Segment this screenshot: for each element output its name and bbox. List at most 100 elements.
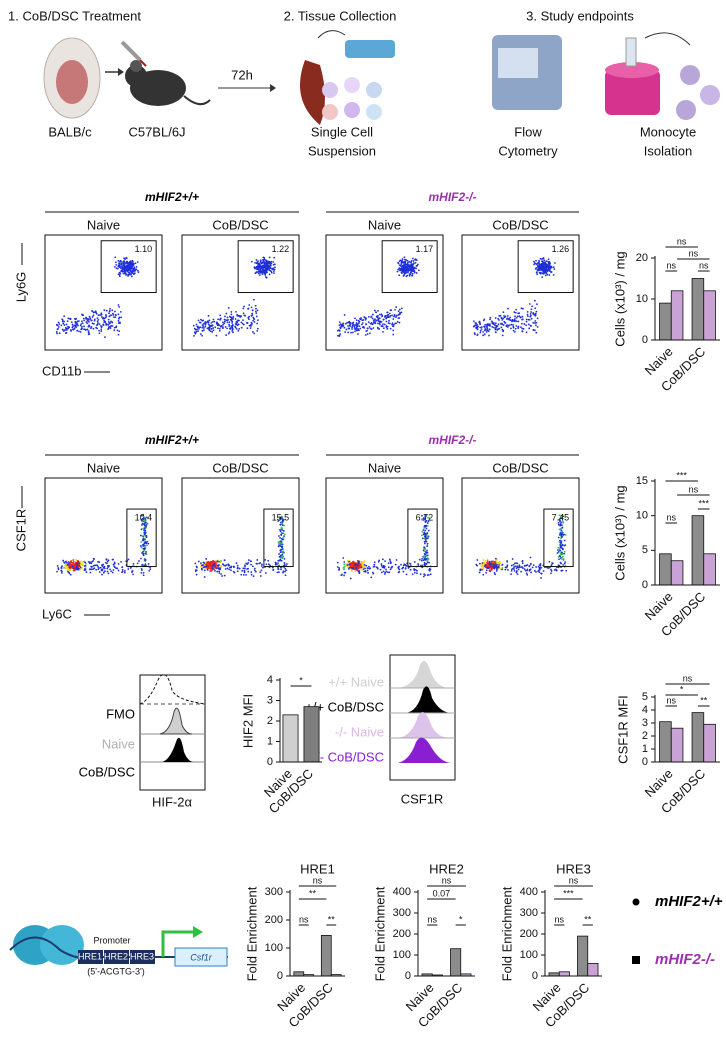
event-dot <box>102 571 105 574</box>
event-dot <box>480 326 483 329</box>
event-dot <box>63 320 65 323</box>
event-dot <box>559 561 562 564</box>
bar <box>558 971 570 977</box>
event-dot <box>118 306 121 308</box>
event-dot <box>355 329 358 332</box>
sig-label: 0.07 <box>433 888 451 898</box>
event-dot <box>231 330 234 332</box>
event-dot <box>561 524 563 527</box>
event-dot <box>121 568 124 571</box>
event-dot <box>240 573 243 576</box>
event-dot <box>116 567 119 570</box>
event-dot <box>499 322 502 325</box>
event-dot <box>231 320 234 323</box>
event-dot <box>264 559 267 561</box>
event-dot <box>231 324 234 326</box>
event-dot <box>366 327 369 330</box>
event-dot <box>96 320 99 323</box>
histogram-label: FMO <box>106 706 135 721</box>
event-dot <box>133 272 136 275</box>
event-dot <box>112 569 115 571</box>
event-dot <box>228 331 231 334</box>
event-dot <box>251 565 254 568</box>
event-dot <box>230 313 233 316</box>
event-dot <box>235 321 238 323</box>
event-dot <box>118 262 120 265</box>
event-dot <box>119 259 122 262</box>
event-dot <box>113 316 115 319</box>
event-dot <box>407 567 410 569</box>
event-dot <box>516 315 519 318</box>
event-dot <box>248 559 250 561</box>
event-dot <box>86 328 88 331</box>
event-dot <box>98 332 101 335</box>
event-dot <box>388 316 391 318</box>
event-dot <box>121 571 123 574</box>
event-dot <box>482 559 485 561</box>
bar <box>670 560 684 586</box>
event-dot <box>391 565 394 568</box>
event-dot <box>207 563 210 565</box>
event-dot <box>538 261 540 263</box>
event-dot <box>386 327 389 330</box>
event-dot <box>107 559 110 562</box>
event-dot <box>219 318 221 321</box>
event-dot <box>476 326 479 329</box>
event-dot <box>144 532 146 535</box>
event-dot <box>529 556 532 559</box>
event-dot <box>552 274 555 276</box>
event-dot <box>511 319 514 322</box>
histogram-axis-label: CSF1R <box>401 791 444 806</box>
y-tick-label: 4 <box>642 704 648 716</box>
event-dot <box>96 324 98 327</box>
event-dot <box>108 315 111 317</box>
event-dot <box>422 517 425 520</box>
event-dot <box>360 568 363 571</box>
event-dot <box>270 260 273 263</box>
event-dot <box>58 332 61 335</box>
event-dot <box>203 329 205 331</box>
axis <box>289 890 345 977</box>
event-dot <box>520 307 523 310</box>
event-dot <box>409 562 411 565</box>
y-tick-label: 300 <box>520 907 538 919</box>
event-dot <box>424 525 427 528</box>
event-dot <box>543 263 546 266</box>
event-dot <box>427 537 429 539</box>
event-dot <box>382 318 385 321</box>
event-dot <box>117 273 120 276</box>
event-dot <box>92 564 95 567</box>
event-dot <box>347 321 350 324</box>
event-dot <box>385 570 388 573</box>
event-dot <box>65 323 68 326</box>
event-dot <box>559 552 562 555</box>
event-dot <box>282 571 284 574</box>
event-dot <box>201 329 204 332</box>
event-dot <box>75 566 78 569</box>
flow-plot <box>181 477 300 594</box>
event-dot <box>472 325 475 328</box>
event-dot <box>526 573 529 576</box>
event-dot <box>79 324 82 327</box>
event-dot <box>423 558 426 561</box>
event-dot <box>397 571 400 574</box>
event-dot <box>250 306 253 309</box>
event-dot <box>561 526 564 529</box>
event-dot <box>198 321 201 324</box>
event-dot <box>80 327 83 330</box>
event-dot <box>232 331 234 334</box>
histogram-hif2a <box>139 673 206 791</box>
event-dot <box>543 267 546 270</box>
event-dot <box>242 573 245 576</box>
event-dot <box>540 271 542 274</box>
event-dot <box>349 323 352 326</box>
event-dot <box>354 564 356 567</box>
event-dot <box>390 309 393 311</box>
event-dot <box>113 265 116 268</box>
bar <box>577 935 589 977</box>
event-dot <box>403 263 405 266</box>
event-dot <box>200 318 202 321</box>
event-dot <box>408 261 411 263</box>
event-dot <box>491 325 494 328</box>
event-dot <box>252 319 255 322</box>
